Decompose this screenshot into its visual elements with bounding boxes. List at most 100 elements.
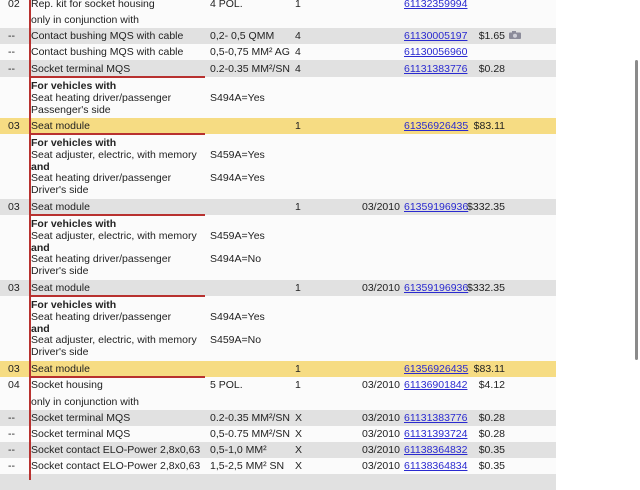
option-code: S494A=Yes xyxy=(210,91,265,104)
quantity: X xyxy=(295,412,303,424)
part-number-link[interactable]: 61131383776 xyxy=(404,412,468,424)
camera-icon[interactable] xyxy=(509,31,521,39)
condition-text: Passenger's side xyxy=(31,103,111,116)
part-description: Seat module xyxy=(31,282,90,294)
quantity: 1 xyxy=(295,120,301,132)
part-spec: 1,5-2,5 MM² SN xyxy=(210,460,285,472)
quantity: X xyxy=(295,444,303,456)
scrollbar[interactable] xyxy=(635,60,638,360)
price: $332.35 xyxy=(467,282,505,294)
table-row: 03 Seat module 1 03/2010 61359196936 $332.35 xyxy=(0,199,556,215)
part-number-link[interactable]: 61132359994 xyxy=(404,0,468,10)
quantity: 1 xyxy=(295,379,301,391)
condition-text: Seat heating driver/passenger xyxy=(31,310,172,323)
part-spec: 0.2-0.35 MM²/SN xyxy=(210,63,290,75)
part-number-link[interactable]: 61359196936 xyxy=(404,282,469,294)
condition-text: Driver's side xyxy=(31,265,89,278)
item-number: -- xyxy=(8,63,15,75)
part-number-link[interactable]: 61130056960 xyxy=(404,46,468,58)
price: $4.12 xyxy=(478,379,505,391)
condition-text: Driver's side xyxy=(31,184,89,197)
date: 03/2010 xyxy=(362,379,400,391)
table-row: 03 Seat module 1 61356926435 $83.11 xyxy=(0,361,556,377)
condition-text: Seat heating driver/passenger xyxy=(31,253,172,266)
price: $0.35 xyxy=(478,444,505,456)
condition-text: Driver's side xyxy=(31,346,89,359)
item-number: -- xyxy=(8,444,15,456)
item-number: 02 xyxy=(8,0,20,10)
item-number: -- xyxy=(8,30,15,42)
condition-text: Seat adjuster, electric, with memory xyxy=(31,229,197,242)
quantity: 1 xyxy=(295,201,301,213)
condition-text: Seat heating driver/passenger xyxy=(31,172,172,185)
part-number-link[interactable]: 61131393724 xyxy=(404,428,468,440)
table-row: 03 Seat module 1 03/2010 61359196936 $332.35 xyxy=(0,280,556,296)
table-row: -- Socket contact ELO-Power 2,8x0,63 1,5-2… xyxy=(0,458,556,474)
item-number: 03 xyxy=(8,282,20,294)
part-number-link[interactable]: 61359196936 xyxy=(404,201,469,213)
option-code: S459A=No xyxy=(210,334,262,347)
part-description: Contact bushing MQS with cable xyxy=(31,30,184,42)
date: 03/2010 xyxy=(362,282,400,294)
item-number: -- xyxy=(8,428,15,440)
price: $332.35 xyxy=(467,201,505,213)
table-row-partial xyxy=(0,474,556,490)
part-description: only in conjunction with xyxy=(31,396,139,408)
group-divider xyxy=(29,214,205,216)
date: 03/2010 xyxy=(362,412,400,424)
condition-text: Seat adjuster, electric, with memory xyxy=(31,334,197,347)
condition-text: For vehicles with xyxy=(31,137,117,149)
quantity: 1 xyxy=(295,363,301,375)
part-number-link[interactable]: 61138364832 xyxy=(404,444,468,456)
item-number: -- xyxy=(8,412,15,424)
part-description: Seat module xyxy=(31,201,90,213)
parts-table: 02 Rep. kit for socket housing 4 POL. 1 6113… xyxy=(0,0,556,490)
quantity: 4 xyxy=(295,63,301,75)
part-number-link[interactable]: 61138364834 xyxy=(404,460,468,472)
part-number-link[interactable]: 61130005197 xyxy=(404,30,468,42)
condition-text: Seat heating driver/passenger xyxy=(31,91,172,104)
part-description: Contact bushing MQS with cable xyxy=(31,46,184,58)
item-number: 03 xyxy=(8,201,20,213)
table-row: 03 Seat module 1 61356926435 $83.11 xyxy=(0,118,556,134)
price: $83.11 xyxy=(473,363,505,375)
part-description: Socket terminal MQS xyxy=(31,63,131,75)
vehicle-condition-note: For vehicles with Seat heating driver/pas… xyxy=(0,77,556,118)
date: 03/2010 xyxy=(362,428,400,440)
table-row: 04 Socket housing 5 POL. 1 03/2010 6113690184… xyxy=(0,377,556,393)
part-spec: 0,2- 0,5 QMM xyxy=(210,30,275,42)
part-description: Seat module xyxy=(31,120,90,132)
group-divider xyxy=(29,376,205,378)
option-code: S459A=Yes xyxy=(210,148,265,161)
condition-text: and xyxy=(31,322,50,335)
group-bracket xyxy=(29,0,31,480)
part-description: Rep. kit for socket housing xyxy=(31,0,155,10)
quantity: X xyxy=(295,460,303,472)
part-spec: 0.2-0.35 MM²/SN xyxy=(210,412,290,424)
option-code: S494A=Yes xyxy=(210,310,265,323)
date: 03/2010 xyxy=(362,460,400,472)
option-code: S494A=No xyxy=(210,253,262,266)
part-number-link[interactable]: 61356926435 xyxy=(404,363,469,375)
part-number-link[interactable]: 61131383776 xyxy=(404,63,468,75)
option-code: S494A=Yes xyxy=(210,172,265,185)
price: $0.28 xyxy=(478,412,505,424)
part-description: Socket contact ELO-Power 2,8x0,63 xyxy=(31,460,201,472)
date: 03/2010 xyxy=(362,444,400,456)
quantity: 1 xyxy=(295,282,301,294)
part-number-link[interactable]: 61136901842 xyxy=(404,379,468,391)
table-row: -- Contact bushing MQS with cable 0,5-0,75… xyxy=(0,44,556,60)
quantity: 4 xyxy=(295,46,301,58)
group-divider xyxy=(29,133,205,135)
price: $0.28 xyxy=(478,63,505,75)
vehicle-condition-note: For vehicles with Seat heating driver/pas… xyxy=(0,296,556,361)
group-divider xyxy=(29,76,205,78)
quantity: X xyxy=(295,428,303,440)
table-row: 02 Rep. kit for socket housing 4 POL. 1 6113… xyxy=(0,0,556,12)
part-number-link[interactable]: 61356926435 xyxy=(404,120,469,132)
condition-text: Seat adjuster, electric, with memory xyxy=(31,148,197,161)
price: $1.65 xyxy=(478,30,505,42)
item-number: 04 xyxy=(8,379,20,391)
quantity: 1 xyxy=(295,0,301,10)
part-spec: 0,5-0,75 MM² AG xyxy=(210,46,290,58)
